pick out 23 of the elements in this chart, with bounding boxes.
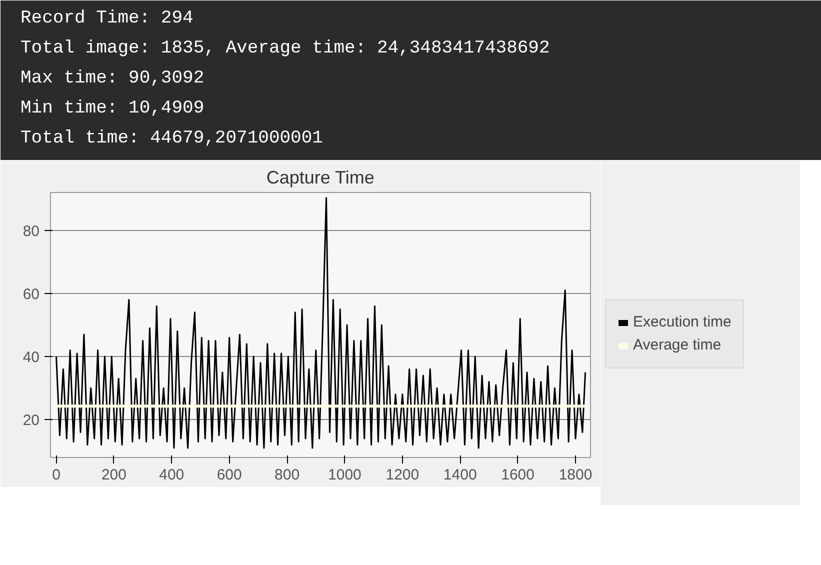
x-tick-label: 1800 [558, 466, 592, 484]
y-tick-label: 60 [22, 286, 40, 303]
x-tick-label: 0 [52, 466, 60, 484]
x-tick-label: 600 [216, 466, 242, 484]
text: Record Time: 294 [20, 8, 194, 28]
text: Min time: 10,4909 [20, 98, 204, 118]
x-tick-label: 400 [159, 466, 184, 484]
legend-label: Execution time [633, 314, 732, 330]
x-tick-label: 1200 [386, 466, 420, 484]
x-tick-label: 1600 [501, 466, 534, 484]
line-series [56, 197, 586, 449]
text: Total time: 44679,2071000001 [20, 128, 323, 148]
x-tick-label: 800 [274, 466, 300, 484]
x-tick-label: 1000 [328, 466, 362, 484]
y-tick-label: 80 [22, 222, 40, 240]
chart-title: Capture Time [266, 168, 374, 188]
legend-label: Average time [633, 336, 722, 354]
x-tick-label: 1400 [443, 466, 477, 484]
text: Max time: 90,3092 [20, 68, 204, 88]
x-tick-label: 200 [101, 466, 126, 484]
y-tick-label: 20 [22, 412, 40, 430]
text: Total image: 1835, Average time: 24,3483417438692 [20, 38, 550, 58]
y-tick-label: 40 [22, 349, 40, 366]
